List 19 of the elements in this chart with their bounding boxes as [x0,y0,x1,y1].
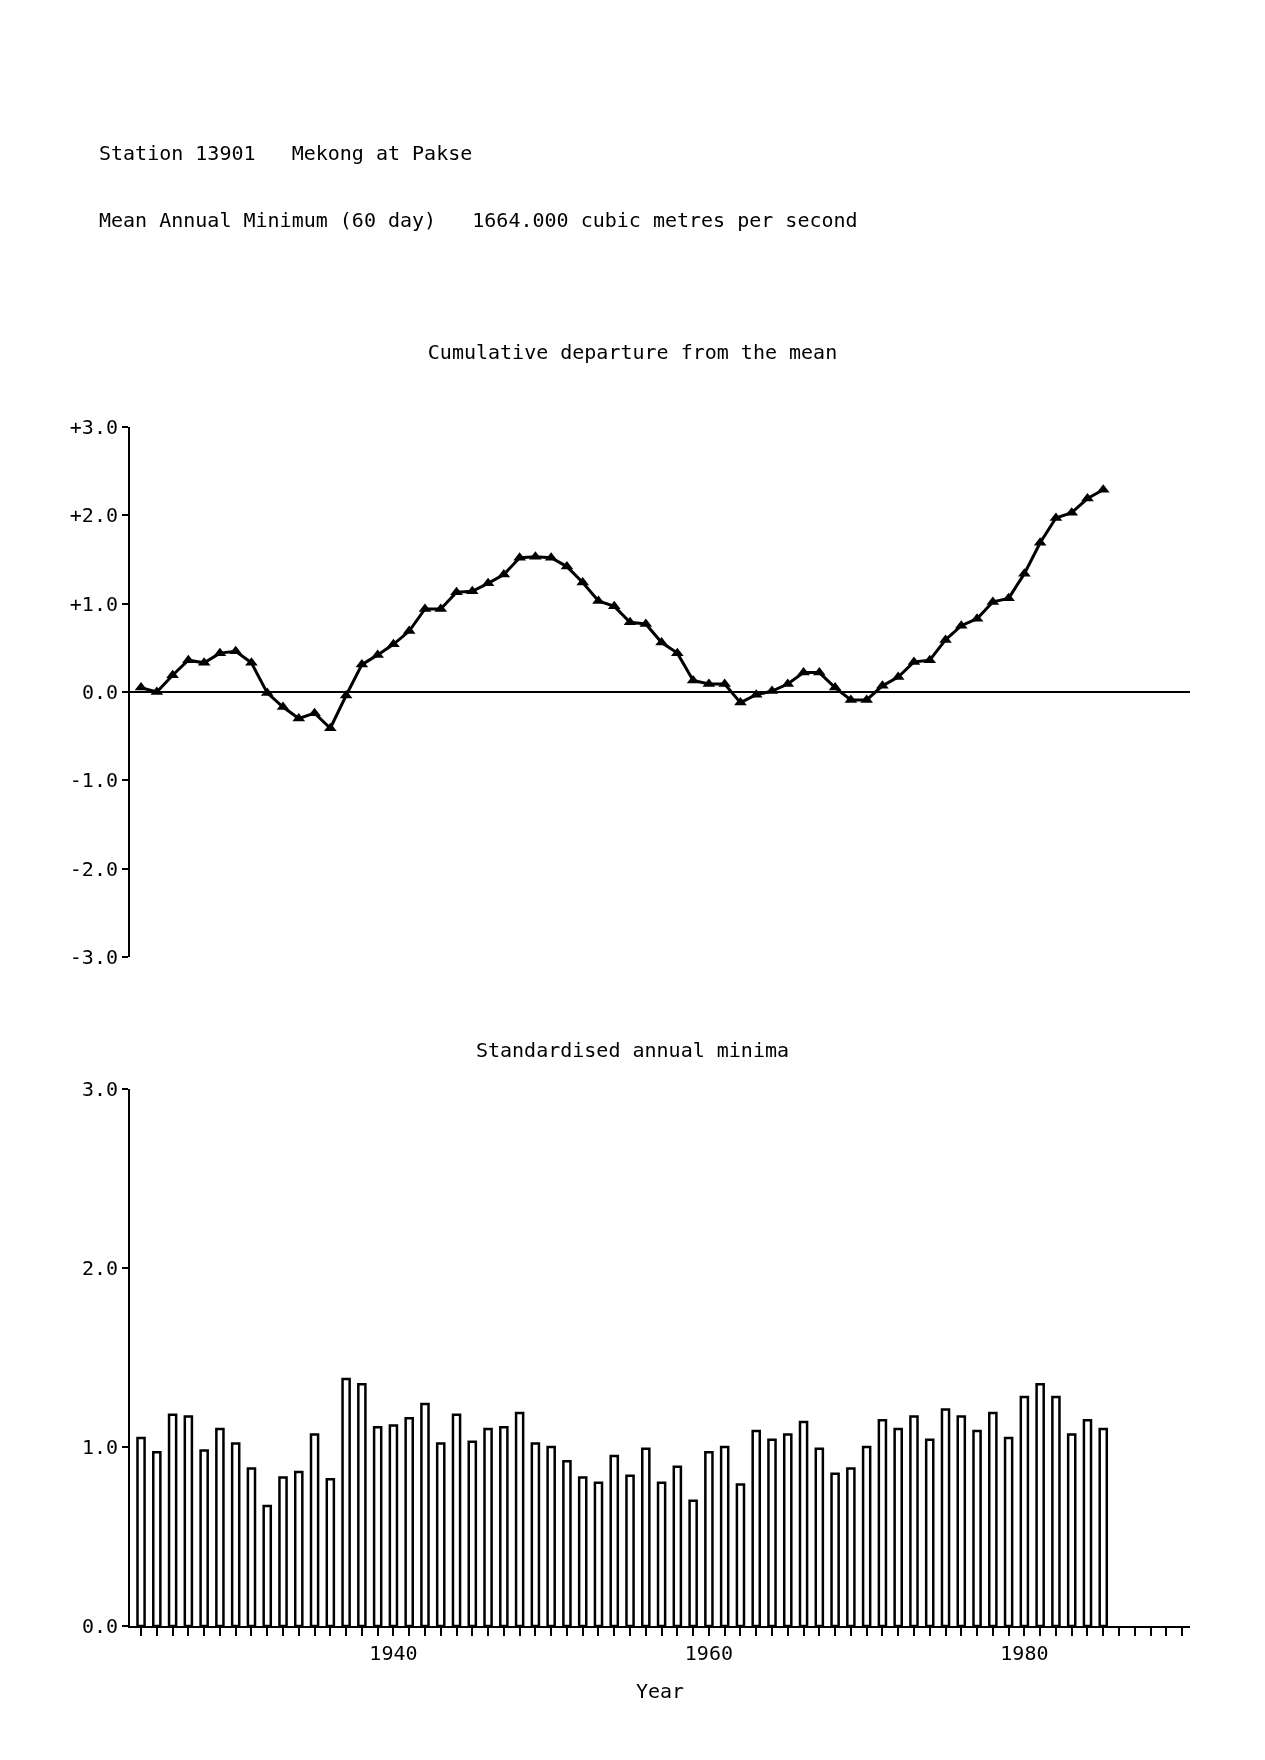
x-tick-label: 1940 [369,1641,418,1665]
y-tick-label: -2.0 [69,856,118,881]
y-tick-label: +3.0 [69,415,118,439]
y-tick-label: 0.0 [81,1614,118,1638]
text: Mean Annual Minimum (60 day) 1664.000 cubic metres per second [99,208,858,232]
x-tick-label: 1960 [684,1641,733,1665]
y-tick-label: -1.0 [69,768,118,793]
y-tick-label: +2.0 [69,503,118,528]
y-tick-label: -3.0 [69,945,118,969]
y-tick-label: 3.0 [81,1077,118,1101]
x-tick-label: 1980 [1000,1641,1049,1665]
y-tick-label: +1.0 [69,591,118,616]
chart-title: Cumulative departure from the mean [427,340,838,364]
chart-title: Standardised annual minima [475,1038,790,1062]
x-axis-title: Year [635,1679,685,1703]
y-tick-label: 1.0 [81,1435,118,1459]
text: Station 13901 Mekong at Pakse [99,141,473,165]
y-tick-label: 2.0 [81,1256,118,1280]
y-tick-label: 0.0 [81,680,118,704]
